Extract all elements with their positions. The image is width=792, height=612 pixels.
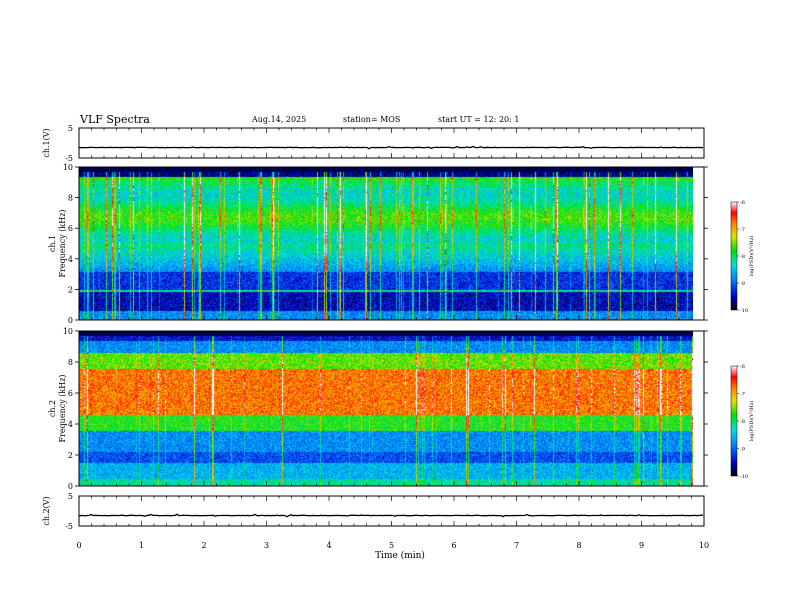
x-axis-label: Time (min) [375,550,425,561]
y-tick-label: 2 [68,285,73,294]
colorbar-tick-label: -6 [740,364,745,370]
colorbar-label: log(PSD)(V²/Hz) [748,236,755,277]
station-label: station= MOS [343,115,400,124]
y-tick-label: 8 [68,358,73,367]
colorbar-tick-label: -10 [740,474,748,480]
ch2-waveform-trace [78,513,704,518]
colorbar-tick-label: -7 [740,392,745,398]
ch2-spectrogram-panel: 0 2 4 6 8 10 ch.2Frequency (kHz) -6 -7 -8 -9 -10 log… [48,327,755,491]
start-time-label: start UT = 12: 20: 1 [438,115,519,124]
x-tick-label: 4 [326,541,331,550]
x-tick-label: 6 [451,541,456,550]
colorbar-tick-label: -9 [740,281,745,287]
x-tick-label: 3 [264,541,269,550]
y-tick-label: 2 [68,451,73,460]
colorbar-tick-label: -10 [740,308,748,314]
y-tick-label: 10 [63,327,73,336]
y-tick-label: 6 [68,224,73,233]
y-tick-label: 4 [68,420,73,429]
y-axis-label: ch.2(V) [42,496,51,525]
y-tick-label: 6 [68,389,73,398]
x-tick-label: 5 [389,541,394,550]
x-tick-label: 2 [201,541,206,550]
x-tick-label: 7 [514,541,519,550]
ch1-spectrogram-panel: 0 2 4 6 8 10 ch.1Frequency (kHz) -6 -7 -8 -9 -10 log… [48,163,755,325]
ch2-waveform-panel: 5 -5 ch.2(V) [42,492,705,531]
colorbar-tick-label: -9 [740,447,745,453]
x-tick-label: 10 [699,541,709,550]
ch2-spectrogram-image [79,331,693,486]
y-axis-label: ch.1Frequency (kHz) [48,209,67,277]
y-axis-label: ch.2Frequency (kHz) [48,374,67,442]
figure-title: VLF Spectra [79,113,150,126]
colorbar-label: log(PSD)(V²/Hz) [748,401,755,442]
colorbar-tick-label: -7 [740,227,745,233]
colorbar [730,365,738,477]
date-label: Aug.14, 2025 [251,115,306,124]
x-tick-label: 8 [576,541,581,550]
x-tick-label: 9 [639,541,644,550]
colorbar-tick-label: -8 [740,254,745,260]
x-tick-label: 1 [139,541,144,550]
y-tick-label: -5 [65,154,73,163]
y-tick-label: 10 [63,163,73,172]
y-axis-label: ch.1(V) [42,128,51,157]
y-tick-label: 5 [68,492,73,501]
colorbar-tick-label: -8 [740,419,745,425]
y-tick-label: 0 [68,316,73,325]
y-tick-label: 8 [68,194,73,203]
y-tick-label: 0 [68,482,73,491]
ch1-waveform-panel: 5 -5 ch.1(V) [42,124,705,163]
ch1-waveform-trace [78,145,704,150]
y-tick-label: 5 [68,124,73,133]
colorbar-tick-label: -6 [740,200,745,206]
ch1-spectrogram-image [79,167,693,320]
y-tick-label: 4 [68,255,73,264]
y-tick-label: -5 [65,522,73,531]
x-tick-label: 0 [76,541,81,550]
colorbar [730,201,738,311]
